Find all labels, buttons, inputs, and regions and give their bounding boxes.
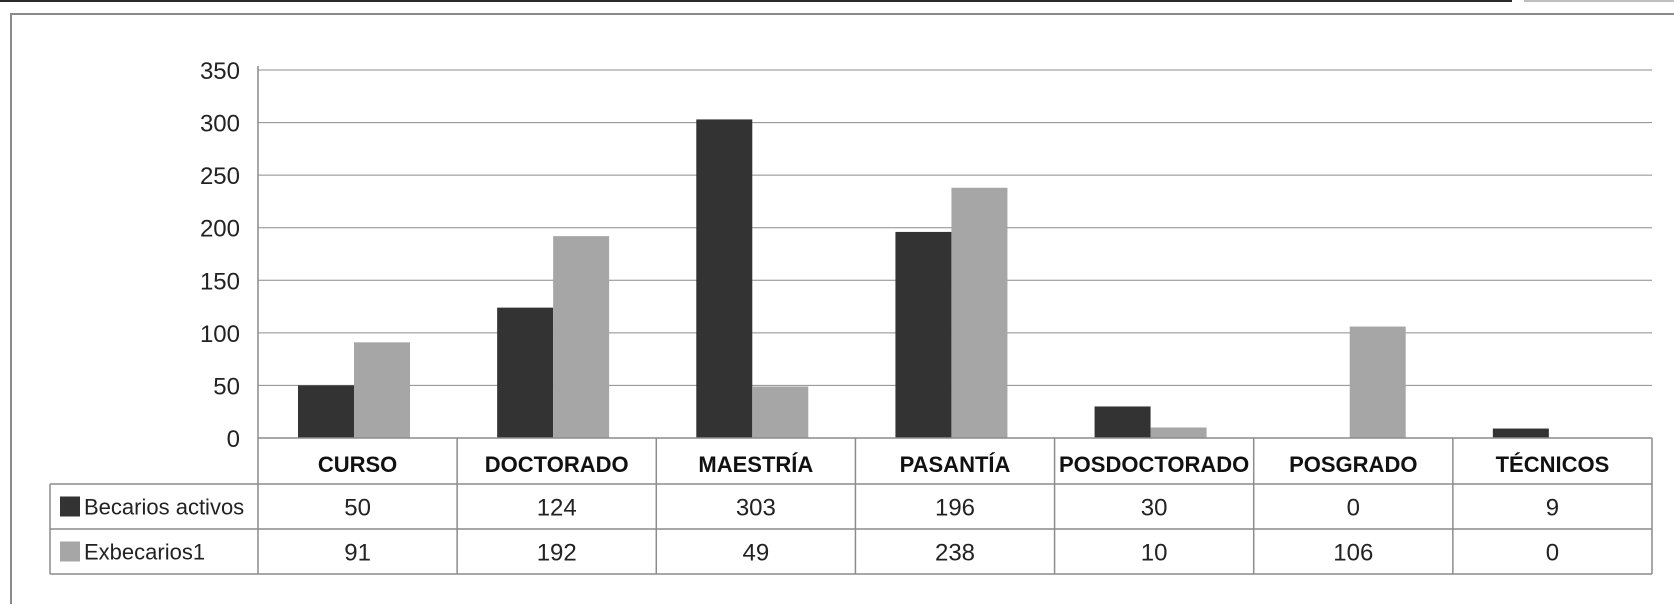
y-tick-label: 0 <box>227 426 240 453</box>
legend-label: Becarios activos <box>84 495 244 520</box>
data-label: 30 <box>1141 495 1168 522</box>
y-tick-label: 250 <box>200 163 240 190</box>
y-tick-label: 300 <box>200 111 240 138</box>
y-tick-label: 50 <box>213 373 240 400</box>
bar <box>951 187 1008 438</box>
bar <box>1349 326 1406 438</box>
y-tick-label: 350 <box>200 58 240 85</box>
bar <box>298 385 354 438</box>
bar <box>895 231 952 438</box>
data-label: 9 <box>1546 495 1559 522</box>
bars <box>298 119 1549 438</box>
bar <box>696 119 753 438</box>
data-label: 0 <box>1347 495 1360 522</box>
bar <box>553 236 610 438</box>
data-label: 50 <box>344 495 371 522</box>
category-label: MAESTRÍA <box>698 452 813 477</box>
category-label: TÉCNICOS <box>1496 452 1610 477</box>
y-tick-label: 100 <box>200 321 240 348</box>
data-table: CURSO DOCTORADO MAESTRÍA PASANTÍA POSDOCTORA… <box>49 437 1653 575</box>
bar <box>752 386 809 438</box>
category-label: PASANTÍA <box>900 452 1011 477</box>
bar <box>1492 428 1549 438</box>
data-label: 49 <box>743 540 770 567</box>
data-label: 124 <box>537 495 577 522</box>
data-label: 303 <box>736 495 776 522</box>
legend-swatch <box>60 541 80 562</box>
bar <box>354 342 410 438</box>
legend-label: Exbecarios1 <box>84 540 205 565</box>
bar <box>497 307 554 438</box>
bar <box>1094 406 1151 438</box>
y-tick-label: 150 <box>200 268 240 295</box>
bar <box>1150 427 1207 438</box>
y-axis-ticks: 0 50 100 150 200 250 300 350 <box>200 58 240 453</box>
data-label: 10 <box>1141 540 1168 567</box>
legend-swatch <box>60 496 80 517</box>
data-label: 196 <box>935 495 975 522</box>
category-label: DOCTORADO <box>485 452 629 477</box>
category-label: POSDOCTORADO <box>1059 452 1249 477</box>
data-label: 106 <box>1333 540 1373 567</box>
data-label: 192 <box>537 540 577 567</box>
data-label: 238 <box>935 540 975 567</box>
category-label: POSGRADO <box>1289 452 1417 477</box>
data-label: 0 <box>1546 540 1559 567</box>
data-label: 91 <box>344 540 371 567</box>
y-tick-label: 200 <box>200 216 240 243</box>
category-label: CURSO <box>318 452 397 477</box>
